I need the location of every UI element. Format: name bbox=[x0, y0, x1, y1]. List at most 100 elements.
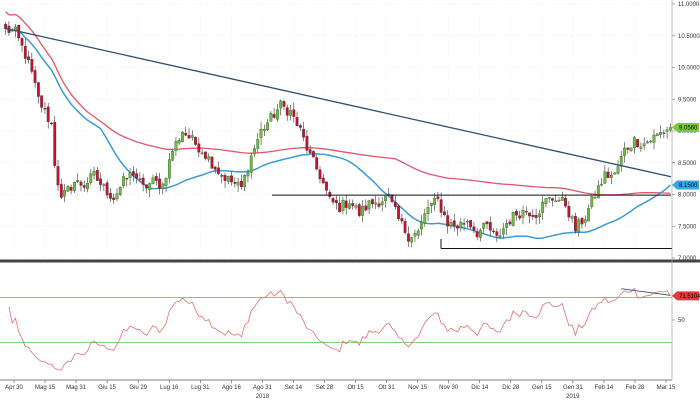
price-tick-label-7: 10.5000 bbox=[678, 34, 700, 40]
candle-body-18 bbox=[63, 190, 66, 197]
rsi-badge-label: 71.5104 bbox=[679, 294, 700, 300]
trendline-descending bbox=[3, 27, 672, 178]
candle-body-90 bbox=[298, 125, 302, 128]
candle-body-81 bbox=[269, 112, 273, 122]
candle-body-121 bbox=[400, 218, 404, 222]
candle-body-152 bbox=[501, 228, 505, 235]
candle-body-130 bbox=[429, 203, 433, 206]
candle-body-127 bbox=[420, 221, 423, 230]
candle-body-23 bbox=[79, 181, 83, 186]
x-tick-label-21: Mar 15 bbox=[657, 385, 676, 391]
candles-layer bbox=[4, 21, 672, 248]
candle-body-166 bbox=[547, 197, 551, 199]
candle-body-154 bbox=[508, 221, 512, 225]
candle-body-181 bbox=[596, 185, 600, 199]
candle-body-139 bbox=[459, 221, 463, 228]
candle-body-193 bbox=[636, 139, 640, 148]
x-tick-label-10: Set 28 bbox=[316, 385, 334, 391]
candle-body-134 bbox=[443, 211, 446, 216]
candle-body-149 bbox=[492, 230, 495, 233]
candle-body-109 bbox=[361, 206, 364, 216]
candle-body-25 bbox=[86, 183, 89, 190]
x-tick-label-11: Ott 15 bbox=[347, 385, 364, 391]
candle-body-76 bbox=[253, 148, 256, 155]
candle-body-7 bbox=[27, 56, 30, 61]
candle-body-164 bbox=[541, 201, 545, 214]
candle-body-187 bbox=[616, 166, 620, 174]
candle-body-93 bbox=[308, 149, 312, 154]
price-tick-label-2: 8.0000 bbox=[678, 193, 697, 199]
candle-body-128 bbox=[423, 213, 427, 224]
candle-body-201 bbox=[662, 132, 666, 134]
candle-body-190 bbox=[626, 147, 630, 150]
candle-body-111 bbox=[367, 200, 371, 210]
candle-body-179 bbox=[590, 196, 594, 207]
candle-body-30 bbox=[102, 184, 106, 186]
candle-body-178 bbox=[587, 208, 590, 222]
candle-body-67 bbox=[223, 175, 227, 181]
candle-body-162 bbox=[534, 214, 538, 219]
candle-body-122 bbox=[403, 221, 407, 233]
candle-body-197 bbox=[649, 140, 653, 143]
price-badge-0 bbox=[672, 122, 699, 132]
candle-body-150 bbox=[495, 231, 499, 236]
candle-body-88 bbox=[292, 109, 296, 117]
candle-body-105 bbox=[348, 203, 351, 209]
candle-body-77 bbox=[256, 139, 260, 149]
ma-fast-line bbox=[5, 27, 671, 240]
candle-body-71 bbox=[236, 181, 240, 186]
candle-body-66 bbox=[220, 175, 224, 177]
candle-body-95 bbox=[315, 157, 319, 170]
candle-body-165 bbox=[544, 198, 548, 205]
candle-body-175 bbox=[577, 219, 581, 233]
candle-body-203 bbox=[668, 127, 672, 131]
candle-body-116 bbox=[384, 196, 387, 202]
candle-body-129 bbox=[426, 207, 430, 214]
x-tick-label-13: Nov 15 bbox=[408, 385, 428, 391]
candle-body-50 bbox=[167, 159, 171, 179]
price-tick-label-8: 11.0000 bbox=[678, 2, 700, 8]
candle-body-36 bbox=[122, 176, 125, 186]
rsi-line bbox=[8, 287, 671, 371]
candle-body-64 bbox=[213, 166, 217, 170]
candle-body-6 bbox=[23, 46, 27, 59]
candle-body-102 bbox=[338, 203, 342, 213]
price-tick-label-1: 7.5000 bbox=[678, 224, 697, 230]
candle-body-37 bbox=[125, 178, 129, 180]
x-tick-label-9: Set 14 bbox=[285, 385, 303, 391]
candle-body-115 bbox=[380, 201, 384, 206]
x-tick-label-1: Mag 15 bbox=[35, 385, 56, 391]
price-tick-label-0: 7.0000 bbox=[678, 256, 697, 262]
candle-body-96 bbox=[318, 169, 322, 180]
price-tick-label-3: 8.5000 bbox=[678, 161, 697, 167]
rsi-badge bbox=[672, 291, 699, 301]
candle-body-124 bbox=[410, 237, 414, 243]
price-axis: 7.0000 7.5000 8.0000 8.5000 9.0000 9.5000 10.0… bbox=[672, 2, 700, 262]
candle-body-141 bbox=[465, 221, 469, 223]
ma-slow-line bbox=[5, 11, 671, 196]
candle-body-140 bbox=[462, 223, 466, 225]
candle-body-46 bbox=[154, 176, 158, 181]
x-tick-label-20: Feb 28 bbox=[626, 385, 645, 391]
candle-body-58 bbox=[194, 137, 197, 145]
candle-body-158 bbox=[521, 210, 525, 218]
candle-body-155 bbox=[511, 212, 515, 226]
candle-body-143 bbox=[472, 226, 476, 231]
candle-body-33 bbox=[112, 197, 116, 200]
candle-body-138 bbox=[456, 225, 459, 229]
candle-body-73 bbox=[243, 175, 247, 188]
candle-body-112 bbox=[370, 199, 374, 205]
candle-body-38 bbox=[128, 172, 132, 178]
candle-body-192 bbox=[632, 137, 636, 149]
candle-body-17 bbox=[59, 184, 63, 198]
price-tick-label-4: 9.0000 bbox=[678, 129, 697, 135]
candle-body-11 bbox=[40, 95, 44, 108]
candle-body-52 bbox=[174, 141, 178, 152]
candle-body-173 bbox=[570, 216, 574, 219]
year-label-0: 2018 bbox=[256, 394, 270, 400]
candle-body-147 bbox=[485, 221, 489, 225]
candle-body-159 bbox=[524, 211, 528, 213]
annotation-lines-layer bbox=[0, 0, 700, 381]
candle-body-59 bbox=[197, 143, 201, 153]
price-badge-1 bbox=[672, 180, 699, 190]
